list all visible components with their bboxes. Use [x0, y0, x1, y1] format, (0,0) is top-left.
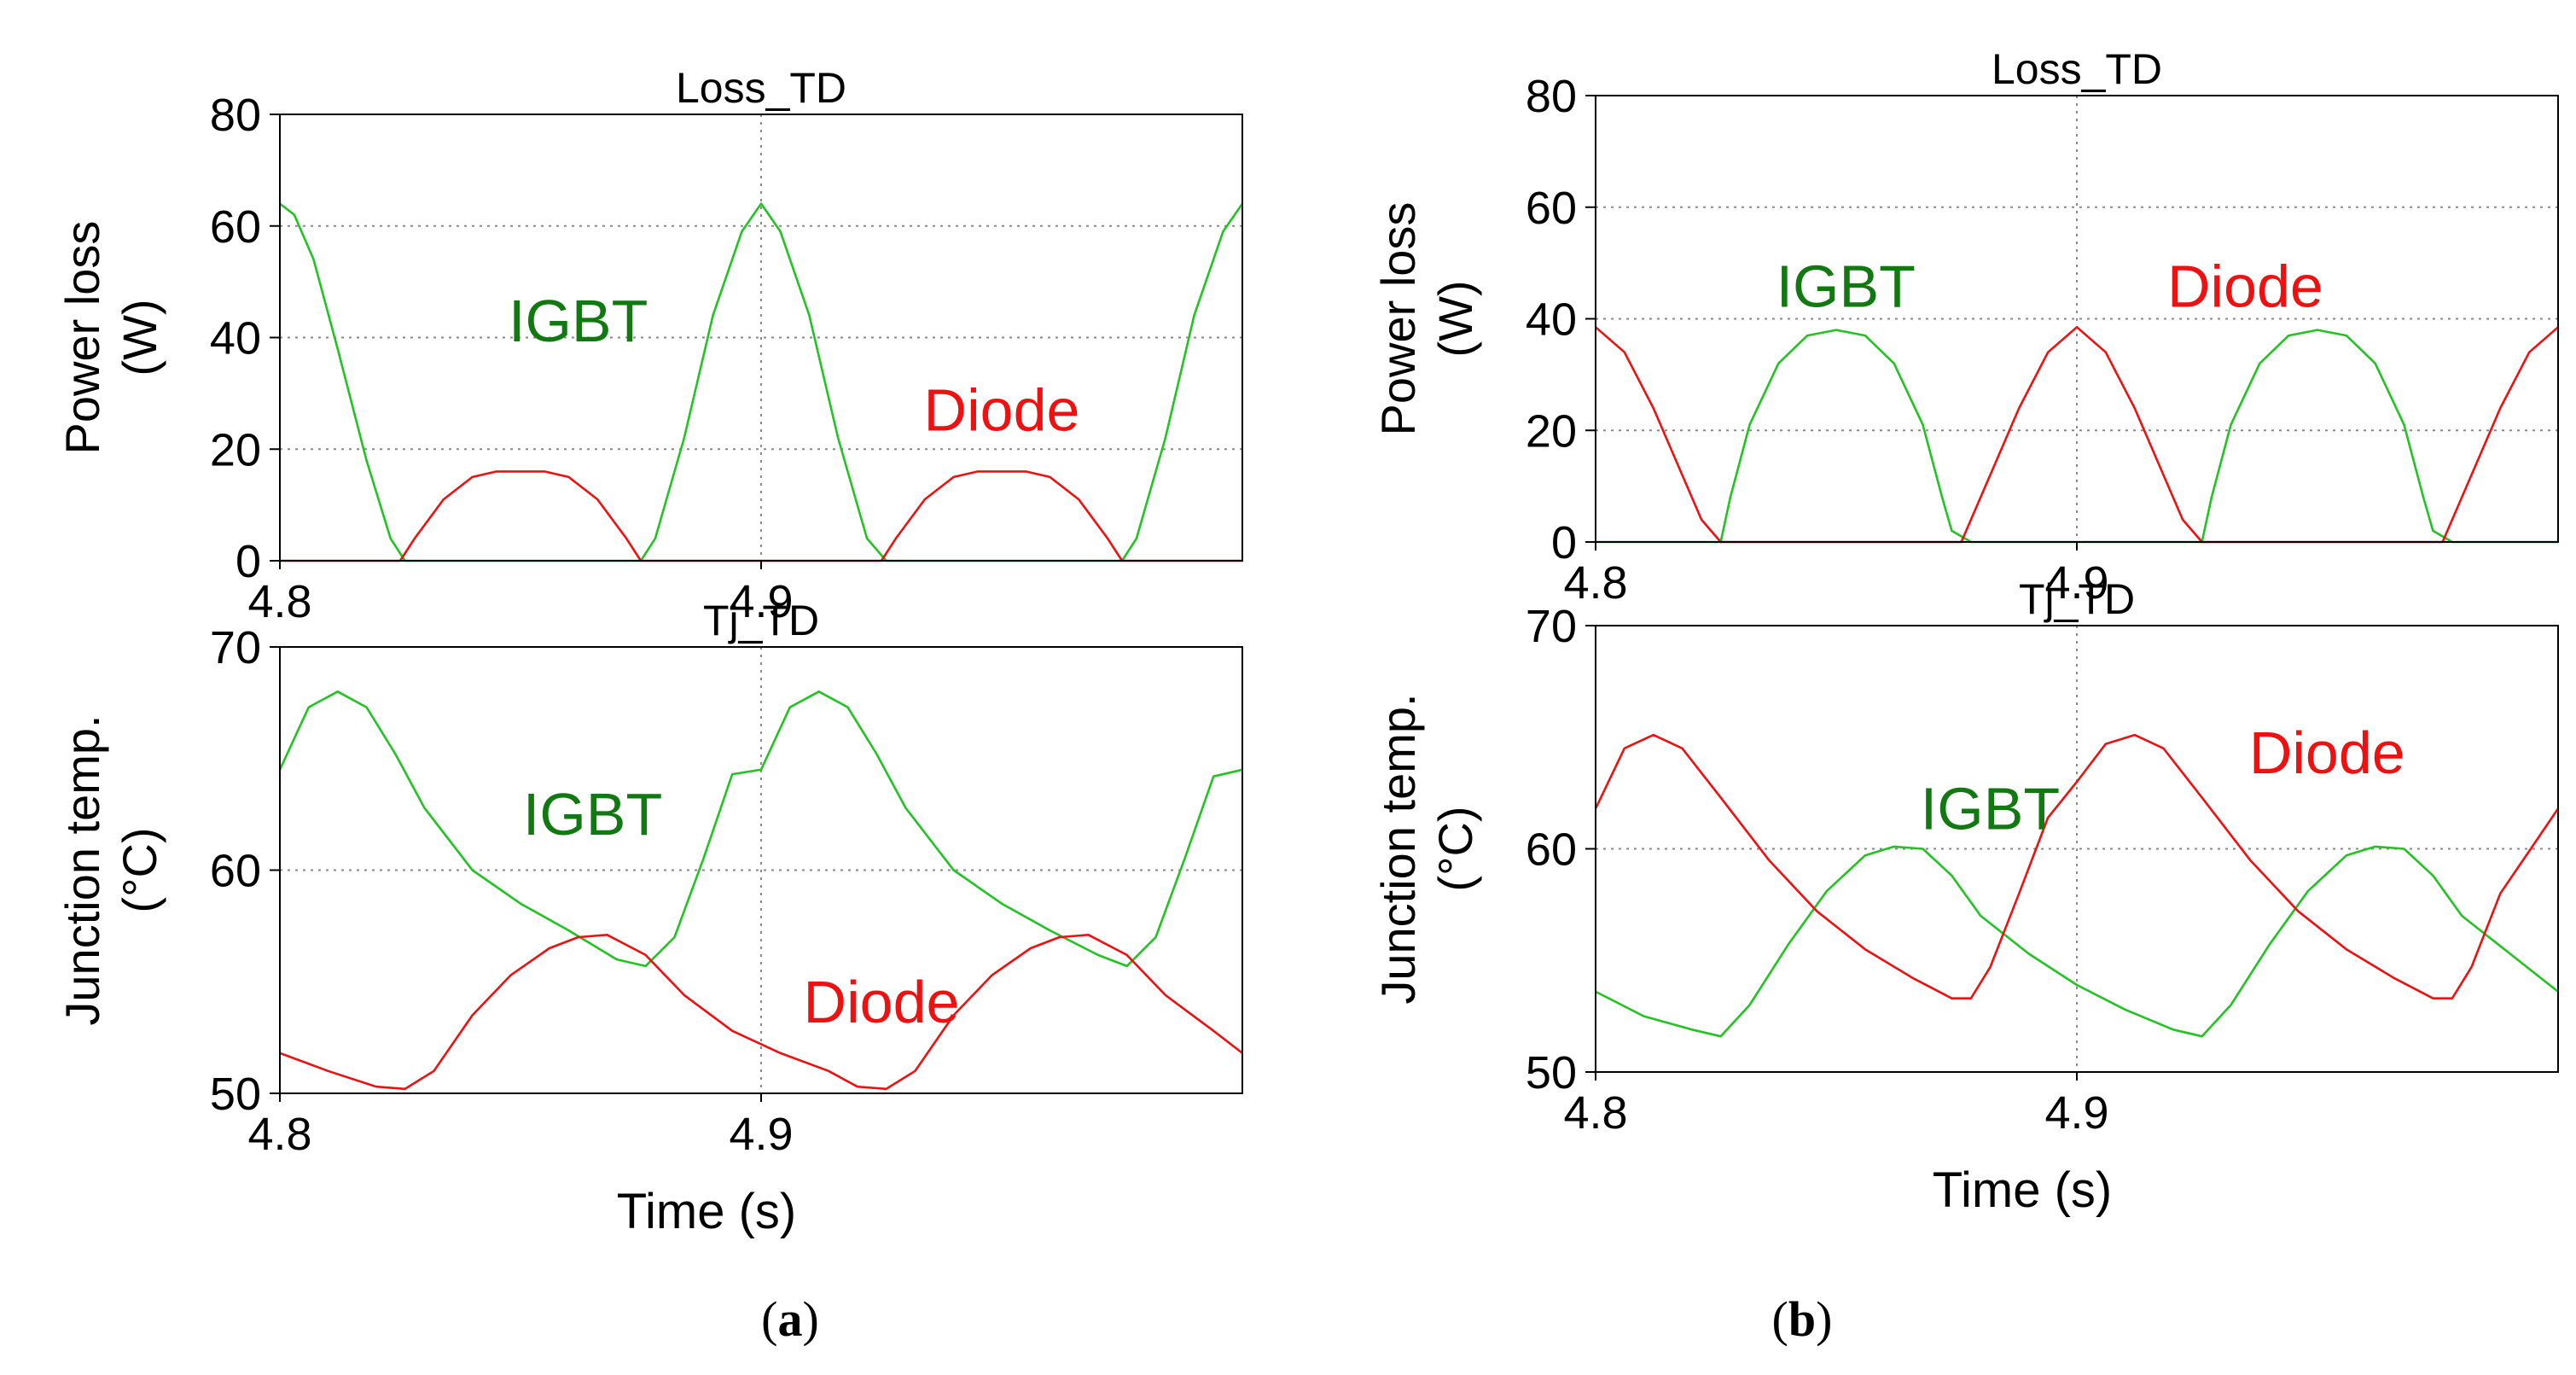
- chart-b-loss-title: Loss_TD: [1992, 45, 2162, 93]
- chart-a-tj-series-igbt: [278, 690, 1243, 968]
- chart-a-tj-xtick-label-0: 4.8: [247, 1109, 311, 1160]
- chart-b-loss-ytick-label-0: 0: [1551, 517, 1577, 568]
- chart-a-tj-xlabel: Time (s): [617, 1184, 796, 1239]
- chart-b-loss-xtick-label-1: 4.9: [2044, 557, 2108, 609]
- chart-b-tj-xtick-label-0: 4.8: [1563, 1087, 1627, 1139]
- chart-a-loss-series-igbt: [279, 202, 1244, 562]
- chart-b-tj-ytick-label-0: 50: [1526, 1047, 1577, 1098]
- chart-a-tj-series-diode: [279, 934, 1243, 1091]
- chart-a-loss-title: Loss_TD: [676, 64, 846, 112]
- chart-b-tj-ylabel-line-0: Junction temp.: [1371, 693, 1425, 1004]
- chart-a-loss-ylabel-line-1: (W): [113, 299, 166, 376]
- chart-a-tj-label-igbt: IGBT: [523, 781, 662, 848]
- chart-b-tj-series-diode: [1594, 733, 2560, 999]
- chart-a-tj-label-diode: Diode: [804, 969, 960, 1035]
- chart-a-tj-ytick-label-2: 70: [210, 622, 261, 673]
- chart-b-tj-label-igbt: IGBT: [1921, 775, 2060, 842]
- chart-a-loss-ytick-label-1: 20: [210, 424, 261, 475]
- chart-b-loss-xtick-label-0: 4.8: [1563, 557, 1627, 609]
- chart-b-loss-label-igbt: IGBT: [1776, 253, 1916, 320]
- chart-a-loss-ytick-label-4: 80: [210, 90, 261, 141]
- chart-b-loss-ylabel-line-1: (W): [1428, 280, 1482, 357]
- chart-b-loss-ytick-label-1: 20: [1526, 405, 1577, 457]
- panel-label-b: (b): [1772, 1291, 1833, 1347]
- chart-b-loss-ylabel-line-0: Power loss: [1371, 202, 1425, 436]
- chart-a-tj-ytick-label-0: 50: [210, 1069, 261, 1120]
- chart-b-tj-ytick-label-2: 70: [1526, 601, 1577, 652]
- chart-b-tj-series-igbt: [1595, 845, 2559, 1038]
- chart-b-loss-ytick-label-4: 80: [1526, 71, 1577, 122]
- chart-b-loss: 0 20 40 60 80 4.8 4.9 Loss_TD Power loss (W) IGBT D…: [1371, 45, 2559, 609]
- chart-a-tj-ytick-label-1: 60: [210, 846, 261, 897]
- chart-a-loss-ytick-label-2: 40: [210, 313, 261, 364]
- chart-a-tj-title: Tj_TD: [703, 597, 819, 644]
- chart-b-loss-ytick-label-3: 60: [1526, 183, 1577, 234]
- chart-a-loss-xtick-label-1: 4.9: [729, 576, 793, 627]
- panel-letter-b: b: [1788, 1291, 1816, 1347]
- chart-a-loss-label-diode: Diode: [924, 376, 1080, 443]
- chart-a-tj: 50 60 70 4.8 4.9 Tj_TD Junction temp. (°C) Time …: [55, 597, 1243, 1239]
- chart-a-loss-xtick-label-0: 4.8: [247, 576, 311, 627]
- chart-b-loss-label-diode: Diode: [2167, 253, 2323, 320]
- chart-b-tj-ytick-label-1: 60: [1526, 824, 1577, 876]
- chart-b-tj: 50 60 70 4.8 4.9 Tj_TD Junction temp. (°C) Time …: [1371, 575, 2560, 1218]
- chart-a-tj-ylabel-line-1: (°C): [113, 827, 166, 912]
- panel-letter-a: a: [778, 1291, 803, 1347]
- chart-b-tj-title: Tj_TD: [2019, 575, 2135, 623]
- chart-a-loss-label-igbt: IGBT: [509, 288, 648, 354]
- chart-a-tj-xtick-label-1: 4.9: [729, 1109, 793, 1160]
- chart-a-loss-ytick-label-0: 0: [236, 536, 261, 587]
- chart-a-tj-ylabel-line-0: Junction temp.: [55, 714, 109, 1025]
- panel-label-a: (a): [761, 1291, 819, 1347]
- chart-b-tj-ylabel-line-1: (°C): [1428, 806, 1482, 891]
- chart-a-loss: 0 20 40 60 80 4.8 4.9 Loss_TD Power loss (W) IGBT D…: [55, 64, 1244, 627]
- chart-b-tj-xtick-label-1: 4.9: [2044, 1087, 2108, 1139]
- chart-b-tj-label-diode: Diode: [2249, 720, 2405, 786]
- chart-a-loss-ytick-label-3: 60: [210, 201, 261, 253]
- chart-b-loss-ytick-label-2: 40: [1526, 294, 1577, 346]
- chart-b-tj-xlabel: Time (s): [1933, 1162, 2112, 1218]
- chart-b-loss-series-diode: [1595, 325, 2559, 544]
- chart-a-loss-ylabel-line-0: Power loss: [55, 221, 109, 455]
